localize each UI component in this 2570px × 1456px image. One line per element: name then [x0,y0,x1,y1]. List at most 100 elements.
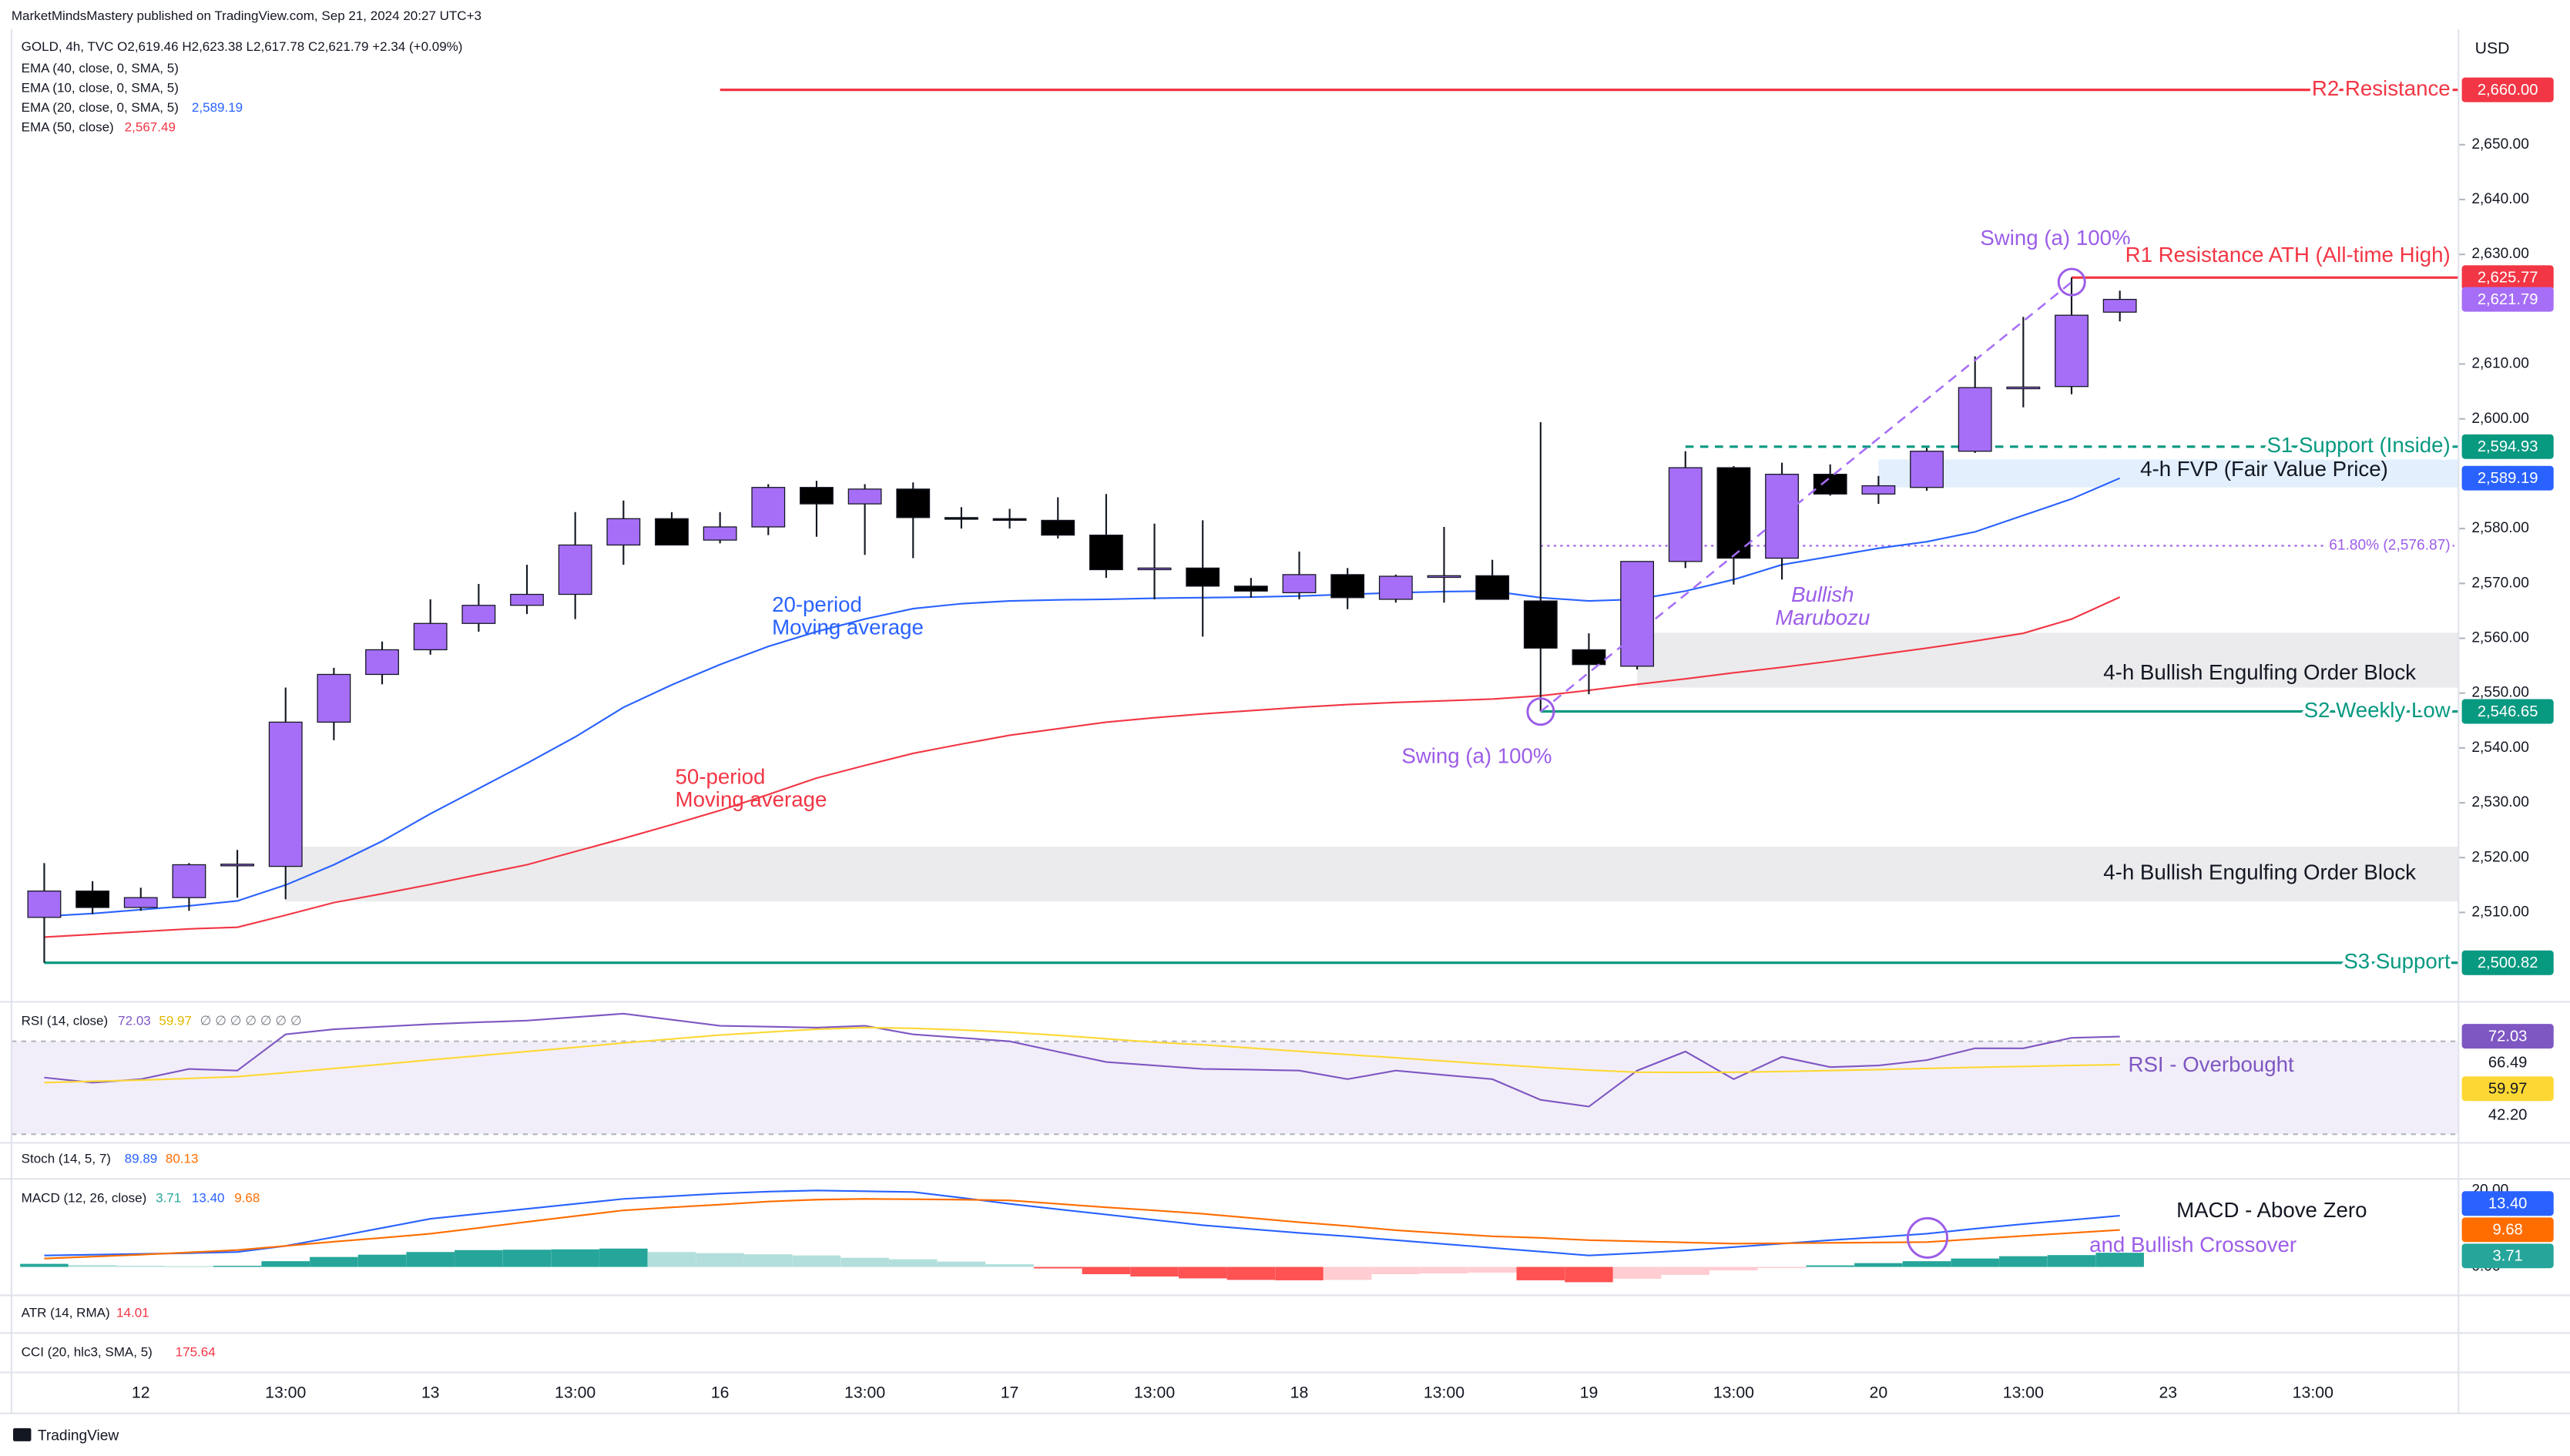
pane-value: 14.01 [116,1305,149,1320]
candle-body [655,518,689,546]
macd-histogram-bar [357,1254,407,1267]
candle-body [896,488,931,518]
price-tag-label: 2,589.19 [2478,470,2538,487]
candle-body [2055,314,2089,387]
y-tick-label: 2,510.00 [2471,904,2529,920]
attribution: MarketMindsMastery published on TradingV… [12,8,481,23]
price-tag-label: 72.03 [2488,1028,2528,1045]
rsi-band [11,1041,2459,1135]
candle-body [1668,467,1703,562]
candle-body [1572,649,1606,666]
x-tick-label: 13:00 [1713,1384,1754,1402]
candle-body [27,891,62,918]
candle-body [1861,485,1896,495]
macd-histogram-bar [1854,1263,1903,1267]
y-tick-label: 2,520.00 [2471,849,2529,865]
candle-body [2006,386,2041,390]
x-tick-label: 20 [1870,1384,1888,1402]
price-tag-label: 59.97 [2488,1081,2528,1098]
candle-body [2102,298,2137,313]
zone [285,846,2459,902]
macd-histogram-bar [1757,1266,1807,1269]
price-tag [2461,1076,2554,1102]
x-tick-label: 23 [2159,1384,2177,1402]
macd-histogram-bar [1323,1266,1372,1280]
price-tag [2461,434,2554,459]
annotation: RSI - Overbought [2128,1052,2293,1076]
y-tick-label: 2,530.00 [2471,794,2529,810]
price-tag [2461,1191,2554,1216]
crossover-marker [1906,1216,1949,1259]
macd-histogram-bar [985,1264,1034,1267]
annotation: Swing (a) 100% [1980,226,2130,250]
candle-body [365,649,399,676]
pane-value: ∅ ∅ ∅ ∅ ∅ ∅ ∅ [200,1013,302,1028]
zone-label: 4-h Bullish Engulfing Order Block [2103,660,2416,684]
rsi-line [44,1026,2120,1084]
zone [1637,632,2459,688]
x-tick-label: 13:00 [265,1384,306,1402]
level-label: R2 Resistance [2312,76,2451,100]
candle-body [847,488,882,505]
level-label: 61.80% (2,576.87) [2329,537,2450,553]
candle-body [1330,574,1365,599]
macd-histogram-bar [455,1250,503,1267]
candle-body [992,518,1027,522]
macd-histogram-bar [1468,1266,1517,1273]
macd-line [44,1189,2120,1256]
indicator-value: 2,589.19 [192,100,243,115]
macd-histogram-bar [744,1254,793,1267]
macd-line [44,1198,2120,1260]
price-tag [2461,287,2554,312]
x-tick-label: 17 [1001,1384,1019,1402]
macd-histogram-bar [1033,1266,1082,1269]
candle-body [510,593,544,606]
macd-histogram-bar [1371,1266,1421,1274]
candle-body [1765,473,1799,559]
pane-title: MACD (12, 26, close) [22,1190,147,1205]
price-tag-label: 2,625.77 [2478,270,2538,287]
macd-histogram-bar [68,1265,117,1267]
price-tag [2461,77,2554,102]
x-tick-label: 13:00 [555,1384,596,1402]
price-tag-label: 42.20 [2488,1107,2528,1124]
pane-value: 72.03 [118,1013,151,1028]
price-tag-label: 13.40 [2488,1196,2528,1213]
price-tag [2461,265,2554,290]
annotation-box: 20-period Moving average [772,593,924,639]
candle-body [220,864,254,867]
macd-histogram-bar [599,1248,648,1267]
pane-value: 175.64 [176,1344,216,1359]
annotation: Bullish Marubozu [1775,583,1870,630]
level-label: R1 Resistance ATH (All-time High) [2125,243,2451,267]
candle-body [1041,519,1075,536]
macd-histogram-bar [165,1266,213,1267]
candle-body [944,517,978,520]
currency: USD [2475,39,2510,57]
annotation: MACD - Above Zero [2176,1198,2367,1222]
swing-marker [1526,697,1555,726]
candle-body [703,526,737,541]
pane-title: CCI (20, hlc3, SMA, 5) [22,1344,153,1359]
price-tag [2461,1102,2554,1128]
macd-histogram-bar [696,1253,744,1267]
macd-histogram-bar [1082,1266,1131,1274]
candle-body [1427,575,1461,579]
y-tick-label: 2,630.00 [2471,246,2529,262]
candle-body [75,891,110,908]
macd-histogram-bar [1999,1256,2048,1267]
macd-histogram-bar [261,1261,310,1267]
price-tag [2461,465,2554,491]
price-tag-label: 2,660.00 [2478,82,2538,99]
candle-body [1716,467,1751,559]
x-tick-label: 12 [132,1384,150,1402]
macd-histogram-bar [1806,1265,1855,1267]
y-tick-label: 2,580.00 [2471,520,2529,536]
x-tick-label: 16 [711,1384,730,1402]
candle-body [1475,575,1510,600]
macd-histogram-bar [888,1259,938,1267]
indicator-value: 2,567.49 [125,120,176,135]
x-tick-label: 18 [1290,1384,1309,1402]
price-tag-label: 9.68 [2492,1222,2522,1239]
